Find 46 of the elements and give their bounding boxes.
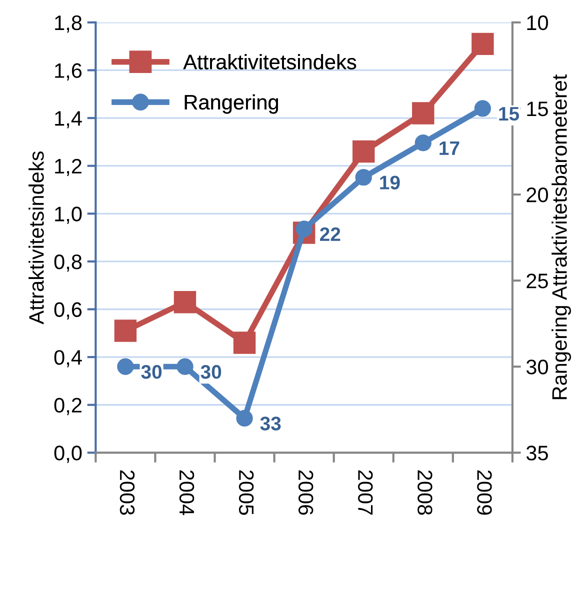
point bbox=[176, 358, 194, 375]
x-tick-label: 2006 bbox=[298, 470, 314, 515]
y2-tick-label: 15 bbox=[527, 102, 548, 116]
y-tick-label: 1,8 bbox=[55, 15, 82, 33]
x-tick-label: 2003 bbox=[120, 470, 135, 515]
y-tick-label: 0,8 bbox=[54, 254, 82, 272]
point bbox=[236, 410, 253, 427]
data-label: 15 bbox=[499, 107, 520, 121]
y2-tick-label: 30 bbox=[526, 360, 548, 374]
y-tick-label: 1,4 bbox=[55, 111, 82, 128]
legend-label: Rangering bbox=[184, 94, 278, 114]
y-tick-label: 0,2 bbox=[54, 398, 82, 416]
data-label: 33 bbox=[260, 416, 281, 430]
point bbox=[117, 358, 134, 375]
y-axis-title: Attraktivitetsindeks bbox=[28, 151, 44, 324]
y2-tick-label: 20 bbox=[526, 188, 548, 202]
y-tick-label: 1,0 bbox=[55, 206, 82, 224]
point bbox=[352, 140, 375, 163]
x-tick-label: 2008 bbox=[418, 470, 432, 515]
x-tick-label: 2004 bbox=[179, 470, 194, 516]
y-tick-label: 0,4 bbox=[54, 350, 82, 368]
legend-label: Attraktivitetsindeks bbox=[183, 54, 356, 70]
data-label: 22 bbox=[320, 227, 340, 241]
x-tick-label: 2007 bbox=[358, 470, 373, 515]
x-tick-label: 2005 bbox=[238, 470, 254, 515]
x-tick-label: 2009 bbox=[477, 470, 492, 515]
data-label: 30 bbox=[200, 365, 222, 379]
point bbox=[233, 332, 256, 354]
y2-tick-label: 25 bbox=[526, 274, 548, 288]
y2-tick-label: 35 bbox=[526, 446, 548, 460]
y-tick-label: 0,0 bbox=[54, 446, 82, 463]
point bbox=[174, 290, 196, 314]
y-tick-label: 1,2 bbox=[55, 158, 82, 176]
point bbox=[472, 32, 494, 56]
point bbox=[414, 134, 432, 152]
point bbox=[474, 100, 492, 117]
data-label: 19 bbox=[380, 176, 400, 190]
y2-tick-label: 10 bbox=[527, 15, 548, 30]
point bbox=[114, 320, 137, 342]
y-tick-label: 0,6 bbox=[54, 302, 82, 320]
point bbox=[355, 168, 372, 186]
data-label: 17 bbox=[440, 141, 460, 155]
point bbox=[412, 102, 434, 124]
data-label: 30 bbox=[141, 365, 162, 379]
y2-axis-title: Rangering Attraktivitetsbarometeret bbox=[552, 74, 572, 400]
y-tick-label: 1,6 bbox=[55, 63, 82, 80]
